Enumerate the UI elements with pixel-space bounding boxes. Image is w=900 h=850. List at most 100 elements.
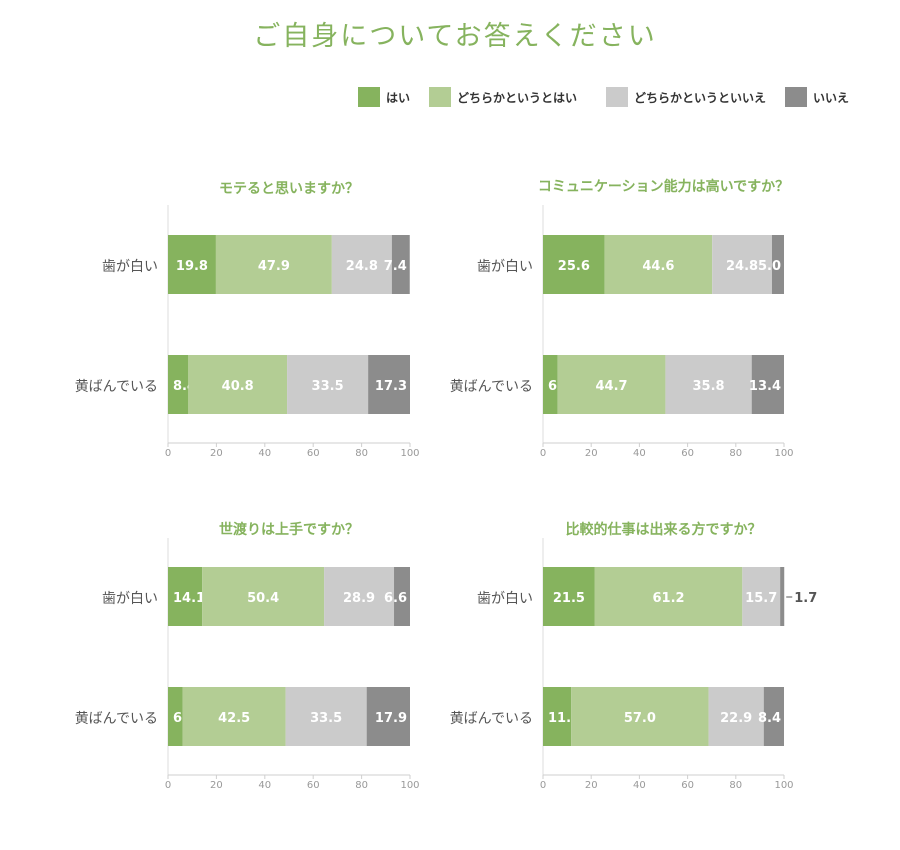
chart-title: 比較的仕事は出来る方ですか？ (566, 521, 762, 538)
data-label: 47.9 (258, 259, 290, 274)
bar-segment-rather-no (708, 687, 764, 746)
data-label: 44.7 (596, 379, 628, 394)
legend-swatch-no (785, 87, 807, 107)
chart-title: コミュニケーション能力は高いですか？ (538, 178, 789, 195)
data-label: 6.6 (384, 591, 407, 606)
bar-segment-yes (543, 355, 558, 414)
data-label: 22.9 (720, 711, 752, 726)
bar-segment-rather-no (287, 355, 369, 414)
chart-title: モテると思いますか？ (219, 181, 359, 197)
bar-segment-yes (168, 355, 189, 414)
bar-segment-rather-yes (182, 687, 286, 746)
bar-segment-rather-no (665, 355, 752, 414)
x-tick-label: 80 (355, 780, 368, 791)
data-label: 24.8 (726, 259, 758, 274)
legend-swatch-yes (358, 87, 380, 107)
category-label: 黄ばんでいる (450, 378, 533, 395)
bar-segment-rather-no (324, 567, 395, 626)
x-tick-label: 100 (774, 780, 793, 791)
bar-segment-rather-yes (604, 235, 713, 294)
chart-title: 世渡りは上手ですか？ (219, 521, 359, 538)
x-tick-label: 0 (165, 780, 171, 791)
x-tick-label: 20 (585, 780, 598, 791)
legend-item-yes: はい (358, 86, 410, 108)
bar-segment-rather-yes (188, 355, 288, 414)
bar-segment-rather-yes (594, 567, 743, 626)
bar-segment-rather-yes (215, 235, 332, 294)
x-tick-label: 0 (540, 780, 546, 791)
bar-segment-rather-no (331, 235, 392, 294)
data-label: 8.4 (758, 711, 781, 726)
category-label: 黄ばんでいる (75, 710, 158, 727)
x-tick-label: 40 (633, 448, 646, 459)
category-label: 歯が白い (477, 259, 533, 275)
data-label: 61.2 (653, 591, 685, 606)
x-tick-label: 80 (355, 448, 368, 459)
page-title: ご自身についてお答えください (253, 21, 657, 52)
x-tick-label: 60 (681, 780, 694, 791)
data-label: 7.4 (384, 259, 407, 274)
x-tick-label: 80 (729, 448, 742, 459)
data-label: 25.6 (558, 259, 590, 274)
data-label: 33.5 (312, 379, 344, 394)
data-label: 35.8 (693, 379, 725, 394)
bar-segment-yes (168, 687, 183, 746)
legend-swatch-rather-no (606, 87, 628, 107)
data-label: 21.5 (553, 591, 585, 606)
legend-item-no: いいえ (785, 86, 849, 108)
x-tick-label: 0 (540, 448, 546, 459)
bar-segment-rather-no (712, 235, 772, 294)
bar-segment-rather-yes (571, 687, 709, 746)
bar-segment-rather-no (742, 567, 781, 626)
bar-segment-rather-no (285, 687, 367, 746)
x-tick-label: 40 (258, 780, 271, 791)
x-tick-label: 60 (681, 448, 694, 459)
data-label: 1.7 (794, 591, 817, 606)
bar-segment-rather-yes (202, 567, 325, 626)
bar-segment-no (368, 355, 410, 414)
legend-label-rather-yes: どちらかというとはい (457, 90, 578, 105)
data-label: 24.8 (346, 259, 378, 274)
data-label: 57.0 (624, 711, 656, 726)
bar-segment-yes (543, 567, 595, 626)
data-label: 17.9 (375, 711, 407, 726)
x-tick-label: 20 (210, 780, 223, 791)
data-label: 14.1 (173, 591, 205, 606)
data-label: 44.6 (642, 259, 674, 274)
data-label: 42.5 (218, 711, 250, 726)
bar-segment-yes (543, 687, 572, 746)
x-tick-label: 80 (729, 780, 742, 791)
category-label: 歯が白い (102, 591, 158, 607)
data-label: 28.9 (343, 591, 375, 606)
x-tick-label: 60 (307, 780, 320, 791)
legend-label-yes: はい (386, 90, 411, 105)
legend-label-no: いいえ (813, 90, 850, 105)
bar-segment-yes (168, 235, 216, 294)
x-tick-label: 40 (633, 780, 646, 791)
x-tick-label: 100 (400, 780, 419, 791)
category-label: 歯が白い (477, 591, 533, 607)
bar-segment-no (780, 567, 785, 626)
category-label: 歯が白い (102, 259, 158, 275)
x-tick-label: 60 (307, 448, 320, 459)
data-label: 33.5 (310, 711, 342, 726)
data-label: 15.7 (745, 591, 777, 606)
bar-segment-no (391, 235, 410, 294)
x-tick-label: 40 (258, 448, 271, 459)
bar-segment-yes (168, 567, 203, 626)
data-label: 19.8 (176, 259, 208, 274)
x-tick-label: 20 (210, 448, 223, 459)
category-label: 黄ばんでいる (75, 378, 158, 395)
data-label: 5.0 (758, 259, 781, 274)
x-tick-label: 0 (165, 448, 171, 459)
legend-swatch-rather-yes (429, 87, 451, 107)
bar-segment-no (763, 687, 784, 746)
legend-label-rather-no: どちらかというといいえ (634, 90, 767, 105)
legend-item-rather-no: どちらかというといいえ (606, 86, 766, 108)
data-label: 50.4 (247, 591, 279, 606)
legend-item-rather-yes: どちらかというとはい (429, 86, 577, 108)
data-label: 13.4 (749, 379, 781, 394)
bar-segment-no (751, 355, 784, 414)
